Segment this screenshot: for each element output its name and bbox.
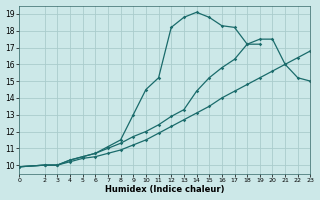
X-axis label: Humidex (Indice chaleur): Humidex (Indice chaleur) <box>105 185 225 194</box>
